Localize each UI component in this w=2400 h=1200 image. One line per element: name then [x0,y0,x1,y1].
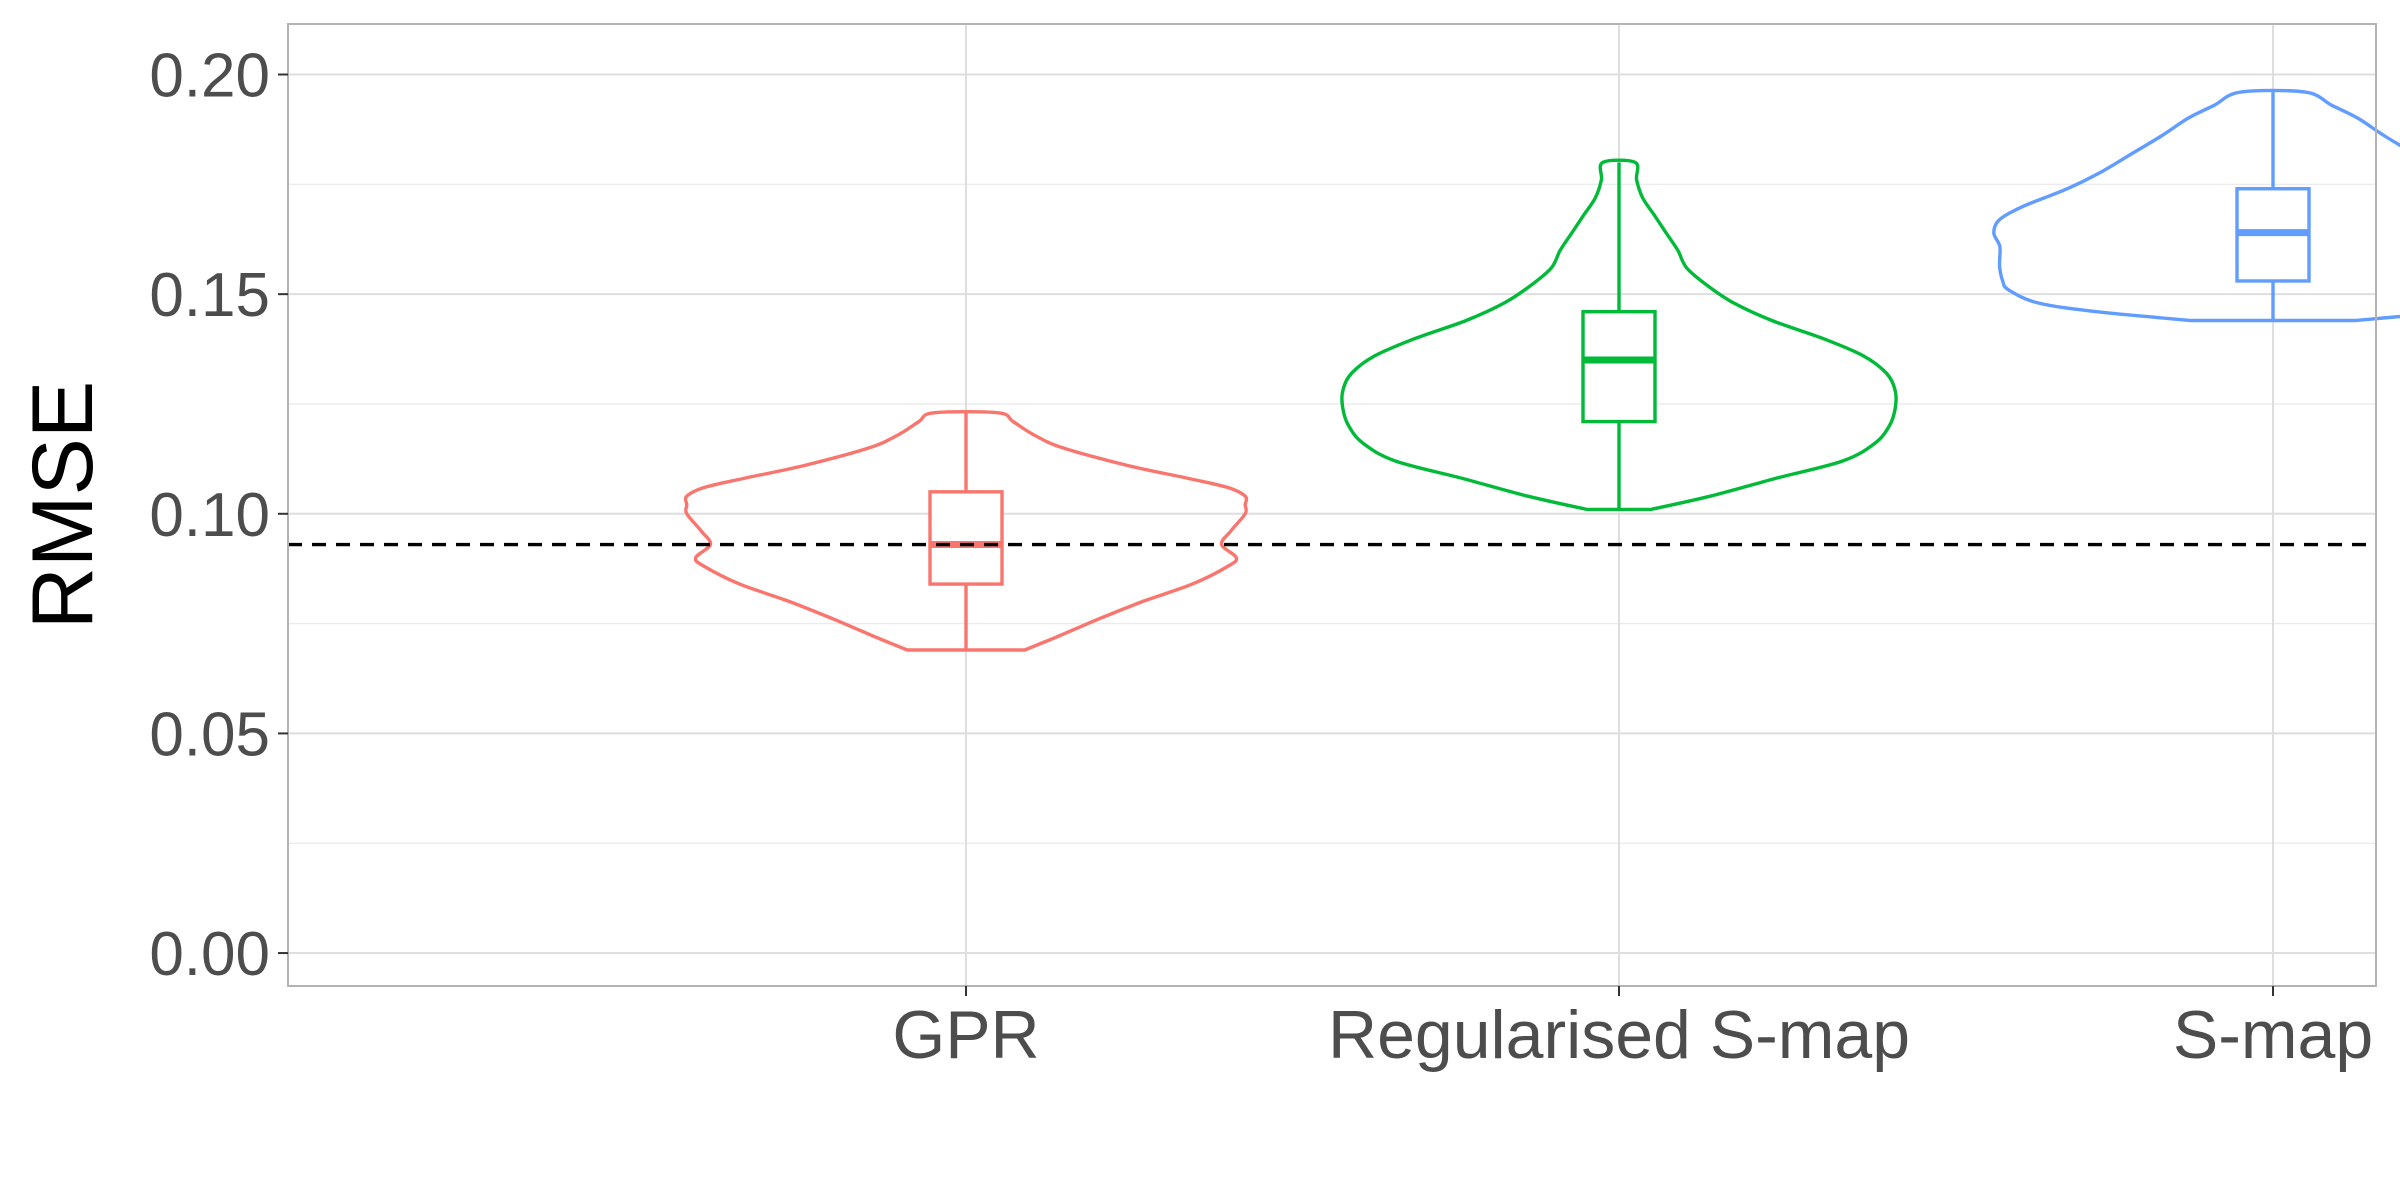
y-tick-label-0: 0.00 [149,920,270,989]
box-2 [1581,310,1657,424]
plot-panel-border [287,23,2377,987]
y-tick-label-3: 0.15 [149,261,270,330]
y-tick-label-4: 0.20 [149,42,270,111]
y-tick-label-1: 0.05 [149,700,270,769]
x-axis: GPR Regularised S-map S-map [892,986,2373,1073]
violin-group-2 [1340,158,1898,512]
y-axis-title: RMSE [15,381,111,629]
violin-outline-2 [1340,158,1898,512]
x-tick-label-0: GPR [892,997,1039,1073]
box-1 [928,490,1004,586]
violin-layer [683,88,2400,652]
violin-outline-1 [683,409,1249,652]
y-tick-label-2: 0.10 [149,481,270,550]
minor-gridlines [288,183,2376,844]
y-axis: 0.00 0.05 0.10 0.15 0.20 [149,42,288,989]
violin-group-3 [1992,88,2400,323]
x-tick-label-2: S-map [2173,997,2373,1073]
x-tick-label-1: Regularised S-map [1328,997,1910,1073]
violin-outline-3 [1992,88,2400,323]
violin-group-1 [683,409,1249,652]
major-gridlines [288,24,2376,986]
